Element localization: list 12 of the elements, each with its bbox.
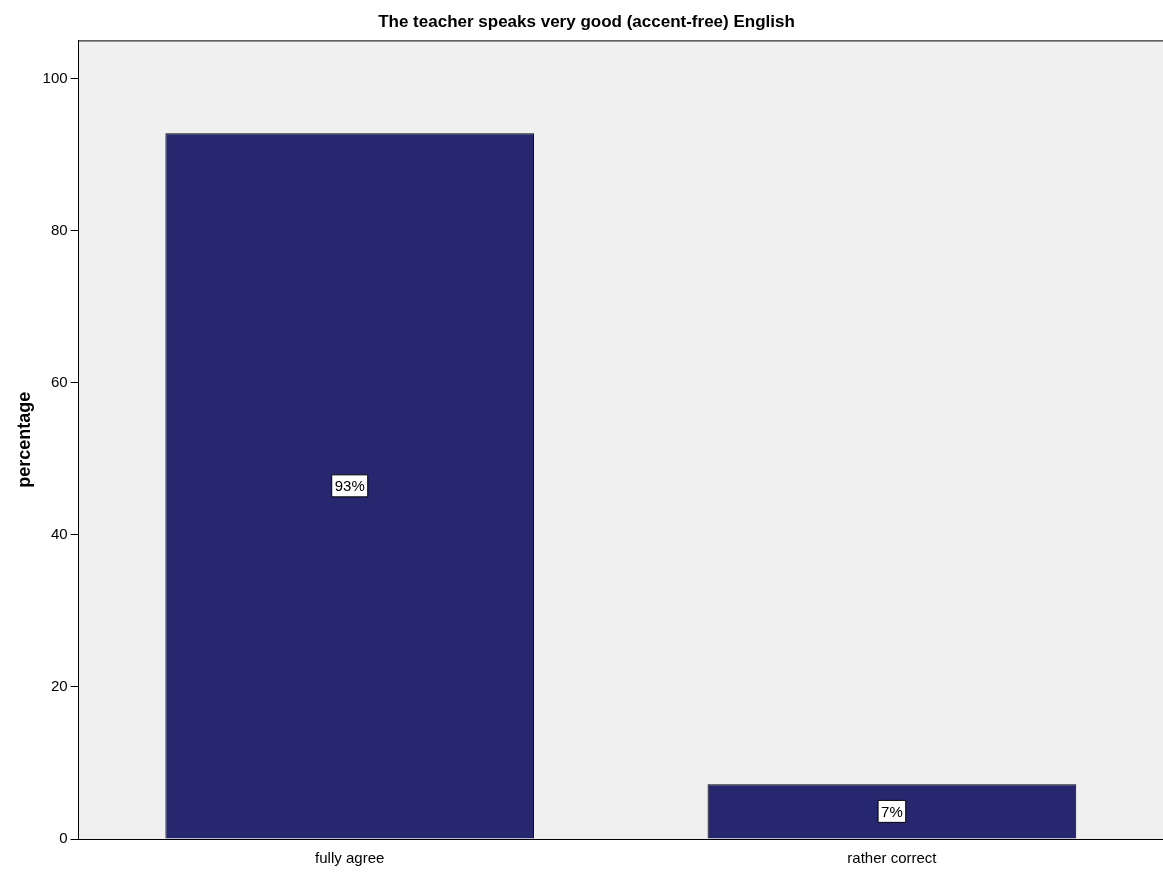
y-tick-label: 100 [42,68,68,86]
y-axis-title: percentage [13,391,34,488]
y-tick-label: 60 [50,372,68,390]
data-label: 93% [334,476,365,494]
y-tick-label: 40 [50,524,68,542]
chart-title: The teacher speaks very good (accent-free) English [378,11,795,31]
data-label: 7% [881,802,903,820]
x-tick-label: rather correct [847,849,938,867]
y-tick-label: 0 [59,829,68,847]
y-tick-label: 20 [50,677,68,695]
y-tick-label: 80 [50,220,68,238]
x-tick-label: fully agree [315,849,385,867]
